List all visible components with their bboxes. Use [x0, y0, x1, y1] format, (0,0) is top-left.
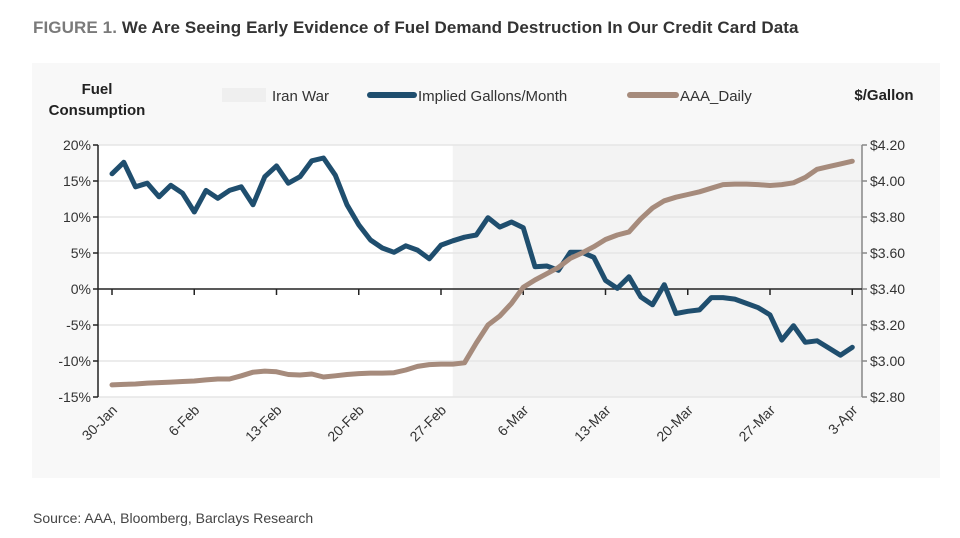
left-tick-label: 5%	[71, 245, 91, 261]
left-tick-label: 0%	[71, 281, 91, 297]
left-tick-label: -15%	[58, 389, 91, 405]
left-axis-label-line1: Fuel	[82, 81, 113, 98]
left-axis-label-line2: Consumption	[49, 102, 146, 119]
series-line-implied-gallons	[109, 155, 855, 358]
right-tick-label: $3.20	[870, 317, 905, 333]
right-tick-label: $3.60	[870, 245, 905, 261]
left-tick-label: 15%	[63, 173, 91, 189]
legend-label-iran-war: Iran War	[272, 88, 329, 105]
right-tick-label: $4.00	[870, 173, 905, 189]
left-tick-label: -10%	[58, 353, 91, 369]
right-axis-label: $/Gallon	[854, 87, 913, 104]
figure-number: FIGURE 1.	[33, 18, 118, 37]
left-tick-label: -5%	[66, 317, 91, 333]
legend-swatch-iran-war	[222, 88, 266, 102]
figure-title-text: We Are Seeing Early Evidence of Fuel Dem…	[121, 18, 799, 37]
right-tick-label: $3.00	[870, 353, 905, 369]
left-tick-label: 20%	[63, 137, 91, 153]
series-line-aaa-daily	[109, 158, 855, 388]
legend-label-gallons: Implied Gallons/Month	[418, 88, 567, 105]
right-tick-label: $4.20	[870, 137, 905, 153]
left-tick-label: 10%	[63, 209, 91, 225]
figure-title: FIGURE 1. We Are Seeing Early Evidence o…	[33, 18, 799, 38]
legend: Iran War Implied Gallons/Month AAA_Daily	[222, 88, 752, 105]
right-tick-label: $2.80	[870, 389, 905, 405]
source-note: Source: AAA, Bloomberg, Barclays Researc…	[33, 510, 314, 526]
legend-label-aaa: AAA_Daily	[680, 88, 752, 105]
right-tick-label: $3.40	[870, 281, 905, 297]
shaded-region-iran-war	[452, 145, 862, 397]
right-tick-label: $3.80	[870, 209, 905, 225]
